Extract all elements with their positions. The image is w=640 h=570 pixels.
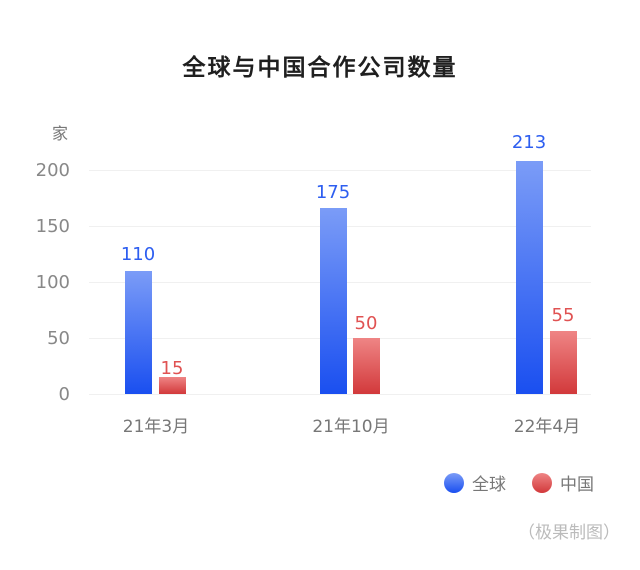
y-tick-150: 150 — [35, 216, 70, 237]
y-tick-50: 50 — [47, 328, 70, 349]
legend-dot-blue-icon — [444, 472, 464, 493]
legend-item-global[interactable]: 全球 — [444, 470, 506, 495]
value-label-china-22-04: 55 — [551, 305, 575, 326]
gridline-0 — [89, 394, 591, 395]
y-tick-200: 200 — [35, 160, 70, 181]
chart-title: 全球与中国合作公司数量 — [182, 55, 458, 81]
bar-china-21-10[interactable] — [353, 338, 380, 394]
value-label-china-21-03: 15 — [160, 358, 184, 379]
value-label-global-21-03: 110 — [120, 244, 156, 265]
y-tick-100: 100 — [35, 272, 70, 293]
bar-china-21-03[interactable] — [159, 377, 186, 394]
legend: 全球 中国 — [444, 470, 612, 495]
bar-global-21-03[interactable] — [125, 271, 152, 394]
y-axis-unit: 家 — [52, 124, 69, 143]
x-tick-22-04: 22年4月 — [513, 417, 581, 437]
legend-dot-red-icon — [532, 472, 552, 493]
legend-item-china[interactable]: 中国 — [532, 470, 594, 495]
value-label-global-22-04: 213 — [511, 132, 547, 153]
x-tick-21-03: 21年3月 — [122, 417, 190, 437]
x-tick-21-10: 21年10月 — [312, 417, 390, 437]
value-label-global-21-10: 175 — [315, 182, 351, 203]
y-tick-0: 0 — [58, 384, 70, 405]
value-label-china-21-10: 50 — [354, 313, 378, 334]
bar-china-22-04[interactable] — [550, 331, 577, 394]
legend-label-global: 全球 — [472, 475, 506, 495]
bar-global-21-10[interactable] — [320, 208, 347, 394]
legend-label-china: 中国 — [560, 475, 594, 495]
bar-global-22-04[interactable] — [516, 161, 543, 394]
source-note: （极果制图） — [518, 523, 620, 543]
gridline-200 — [89, 170, 591, 171]
